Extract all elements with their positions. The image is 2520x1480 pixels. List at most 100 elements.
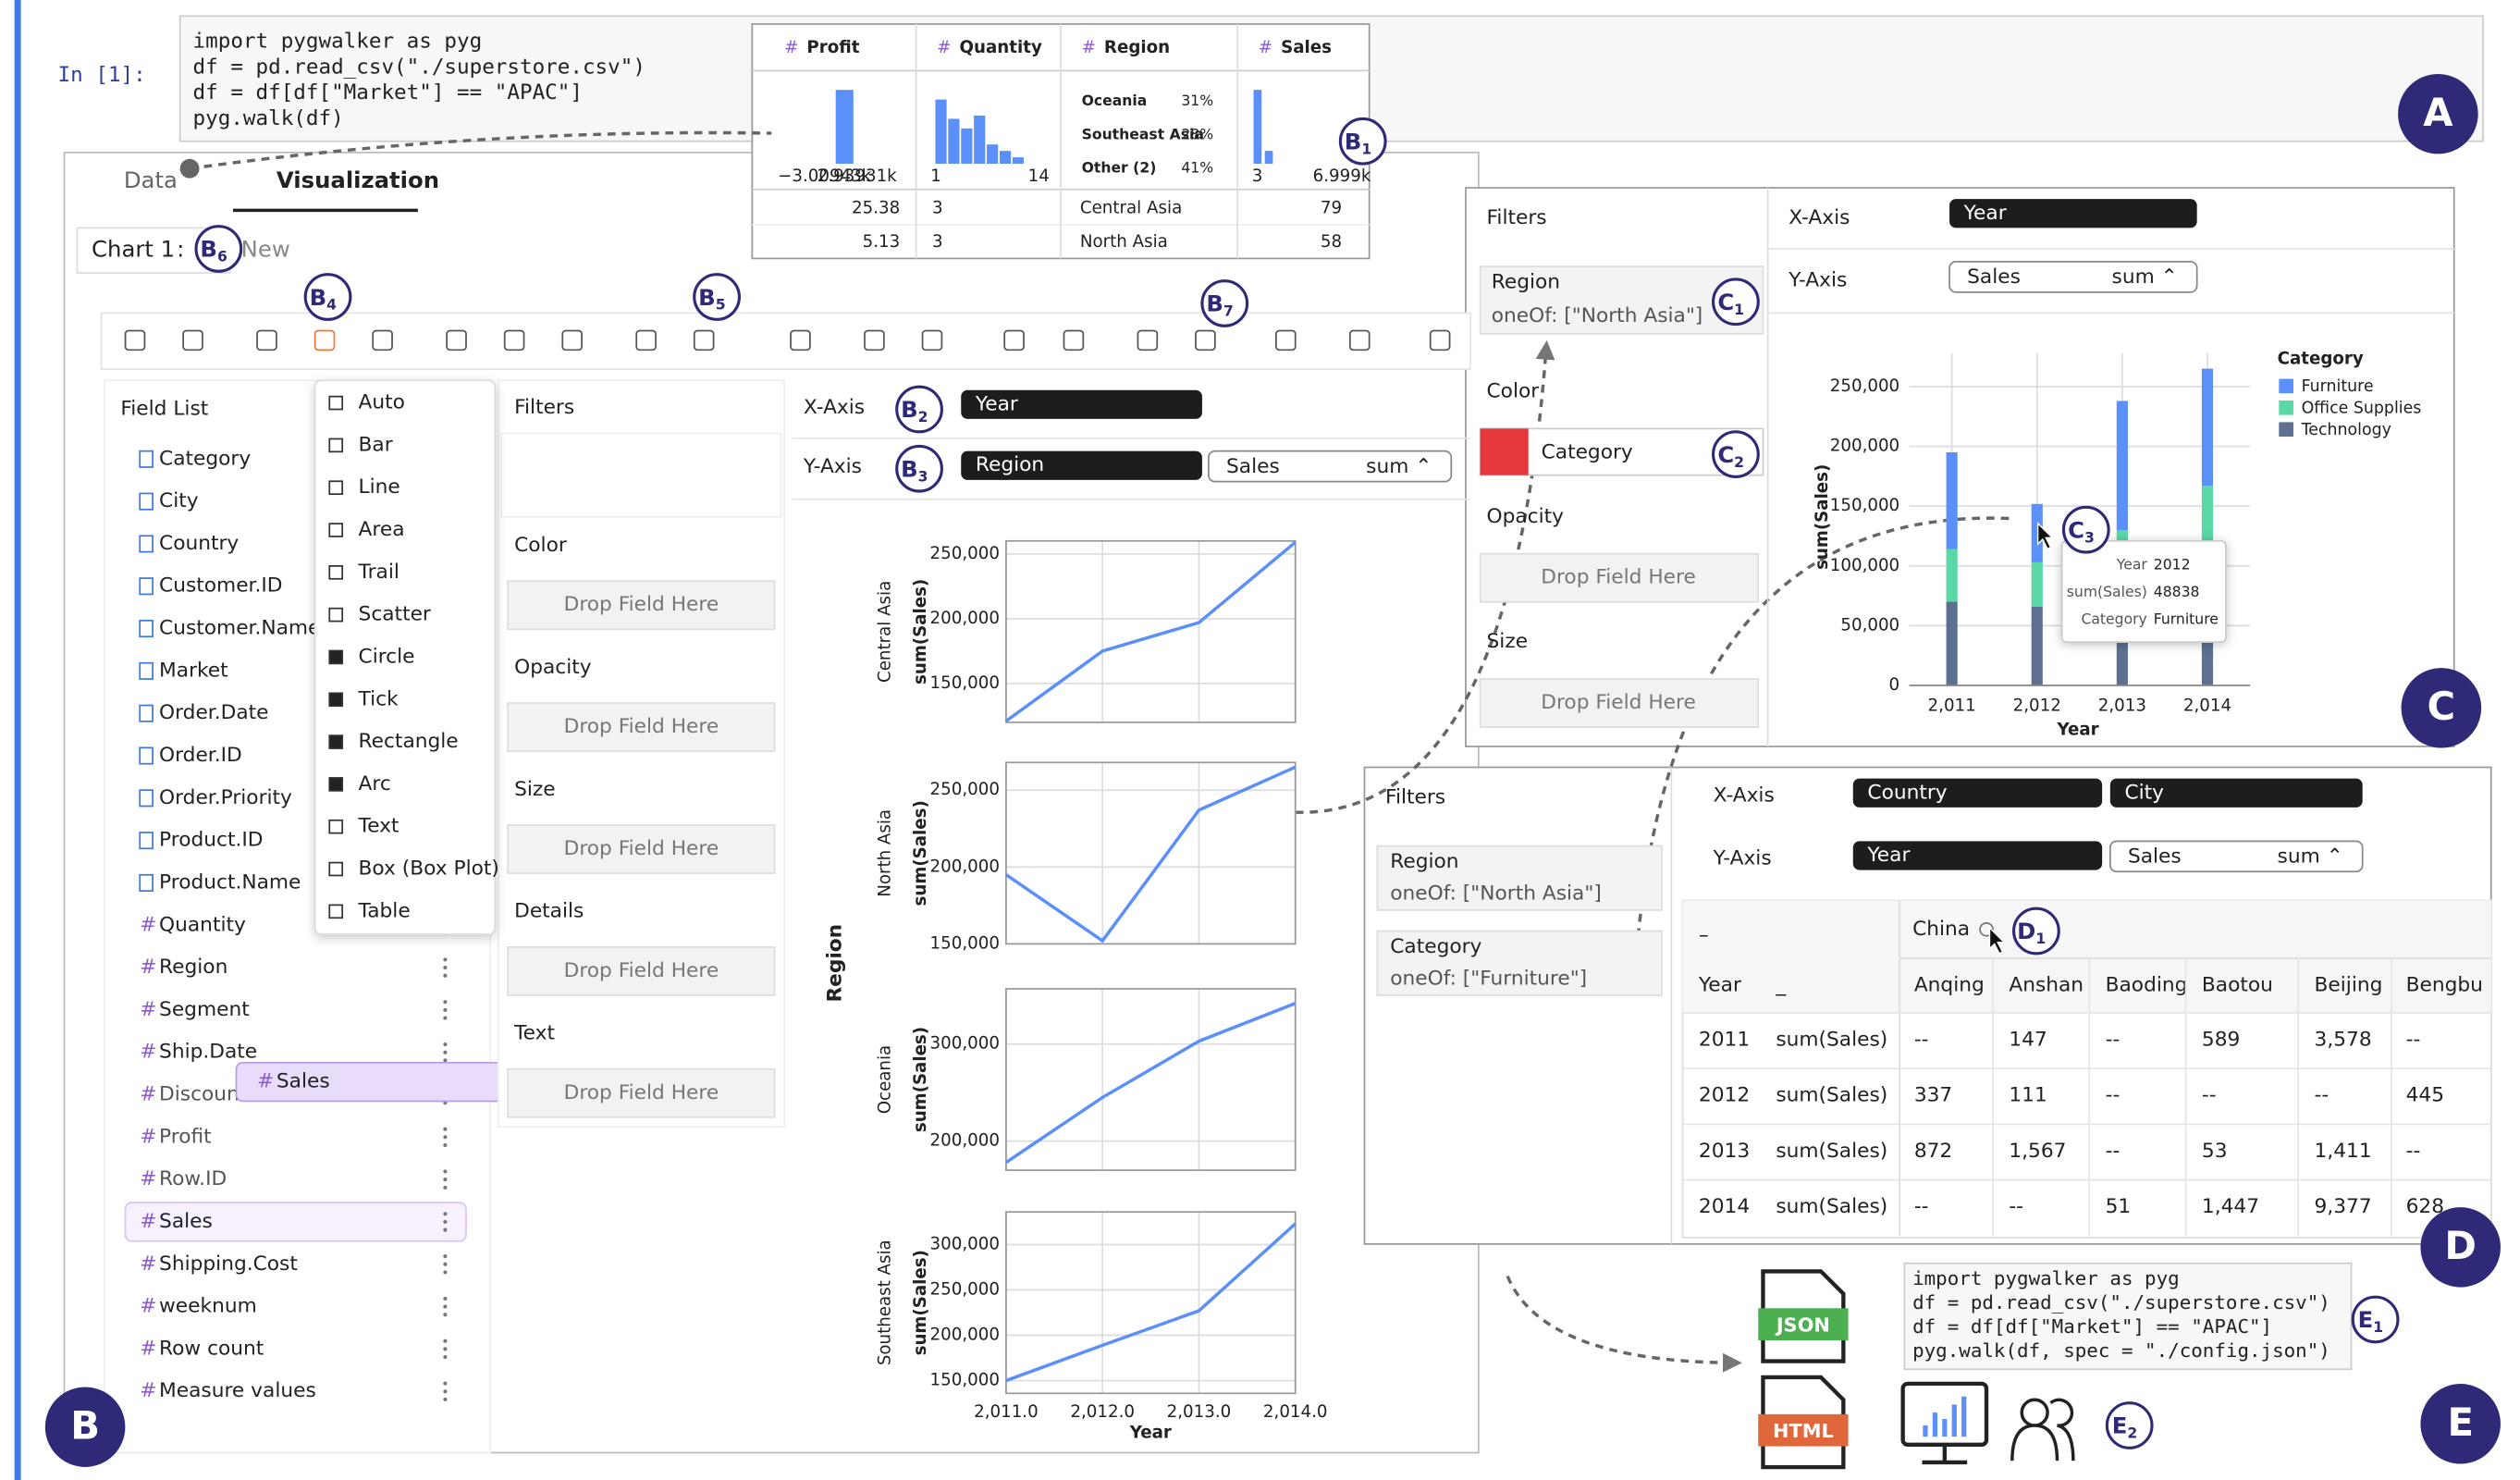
field-menu-dot [443,1296,448,1301]
callout-sub: 3 [2084,529,2095,546]
field-box [2108,840,2364,873]
dimension-icon [139,620,154,638]
callout-circle [2105,1401,2154,1449]
table-cell: 1,567 [2009,1140,2066,1163]
drop-zone [1479,552,1760,603]
table-cell: 9,377 [2315,1195,2372,1218]
mark-type: Text [358,815,400,838]
filter-value: oneOf: ["North Asia"] [1390,882,1602,906]
field-menu-dot [443,1050,448,1054]
callout: E1 [2358,1306,2384,1335]
dimension-icon [139,577,154,596]
measure-icon: # [140,998,156,1021]
callout-circle [2398,74,2478,154]
stat-value: 31% [1181,92,1213,109]
preview-cell: 3 [932,232,943,252]
drop-zone [507,702,776,753]
stat-name: Southeast Asia [1082,126,1204,142]
connector-dot [179,158,200,179]
table-cell: sum(Sales) [1776,1195,1887,1218]
bar-segment [1946,601,1958,685]
axis-shelf: Y-Axis [1788,269,1847,292]
dimension-field: Customer.Name [159,617,320,640]
legend-swatch [2279,422,2293,438]
field-menu-dot [443,957,448,962]
y-tick-label: 150,000 [930,1371,1000,1390]
measure-field: Region [159,956,227,979]
y-tick-label: 300,000 [930,1034,1000,1054]
cursor [1988,926,2006,955]
preview-cell: 25.38 [852,199,900,218]
table-cell: 1,447 [2202,1195,2259,1218]
drop-hint: Drop Field Here [1541,691,1696,714]
drop-zone [500,432,782,518]
callout-circle [2351,1295,2400,1344]
table-cell: -- [2202,1084,2217,1107]
field-box [1948,260,2198,293]
y-axis-title: sum(Sales) [911,1250,930,1355]
filter-field: Category [1390,935,1481,958]
dimension-field: Market [159,659,228,682]
toolbar-icon [503,329,525,352]
line [1005,1222,1297,1383]
toolbar-icon [313,329,336,352]
field-menu-dot [443,1127,448,1131]
measure-icon: # [140,1295,156,1318]
callout: B4 [310,284,338,313]
toolbar-icon [182,329,203,352]
x-tick-label: 2,012.0 [1070,1402,1135,1422]
cell-bar [14,0,21,1480]
tab: Visualization [277,166,439,193]
table-cell: sum(Sales) [1776,1140,1887,1163]
callout-circle [1338,117,1387,166]
code-line: import pygwalker as pyg [193,30,483,54]
shelf-title: Opacity [514,656,592,679]
y-tick-label: 250,000 [930,780,1000,799]
dimension-field: Customer.ID [159,574,282,598]
shelf-title: Color [1487,379,1540,402]
table-header-cell: Anshan [2009,974,2084,997]
mark-type: Box (Box Plot) [359,857,499,881]
measure-field: Quantity [159,913,246,936]
shelf-title: Filters [1385,785,1445,808]
histogram-bar [1264,151,1273,165]
dimension-icon [139,789,154,808]
field-pill [961,450,1202,480]
field-box-label: Sales [1226,455,1280,478]
column-name: Quantity [960,38,1042,57]
axis-shelf: Y-Axis [1713,846,1772,870]
drop-hint: Drop Field Here [564,837,719,860]
cursor [2036,522,2054,550]
chart-tab-label: Chart 1 [92,236,175,263]
callout: D [2444,1223,2477,1268]
measure-icon: # [257,1070,274,1093]
facet-label: North Asia [876,809,895,897]
mark-type: Arc [359,772,391,796]
measure-field: Row count [159,1337,264,1360]
toolbar-icon [635,329,657,352]
range-min: 3 [1252,166,1263,186]
callout: B [70,1402,100,1448]
y-tick-label: 150,000 [930,933,1000,953]
shelf-title: Filters [514,396,574,419]
aggregation: sum ⌃ [2278,845,2343,869]
aggregation: sum ⌃ [2112,265,2178,289]
shelf-title: Details [514,900,584,923]
callout-circle [895,385,943,434]
field-menu-dot [443,1000,448,1005]
mark-icon [328,819,344,834]
dimension-field: Order.Priority [159,786,292,809]
line [1004,540,1297,722]
field-menu-dot [443,1227,448,1232]
callout-sub: 2 [918,409,928,426]
chart-tab-sep: : [177,236,184,263]
bar-segment [1946,452,1958,549]
callout-letter: B [1345,128,1362,154]
filter-field: Region [1492,270,1560,293]
dimension-field: Category [159,447,251,470]
code-line: df = df[df["Market"] == "APAC"] [193,80,583,105]
line [1004,1002,1297,1165]
callout-sub: 1 [2035,931,2046,947]
measure-field: Profit [159,1125,212,1148]
filter-field: Region [1390,850,1458,873]
